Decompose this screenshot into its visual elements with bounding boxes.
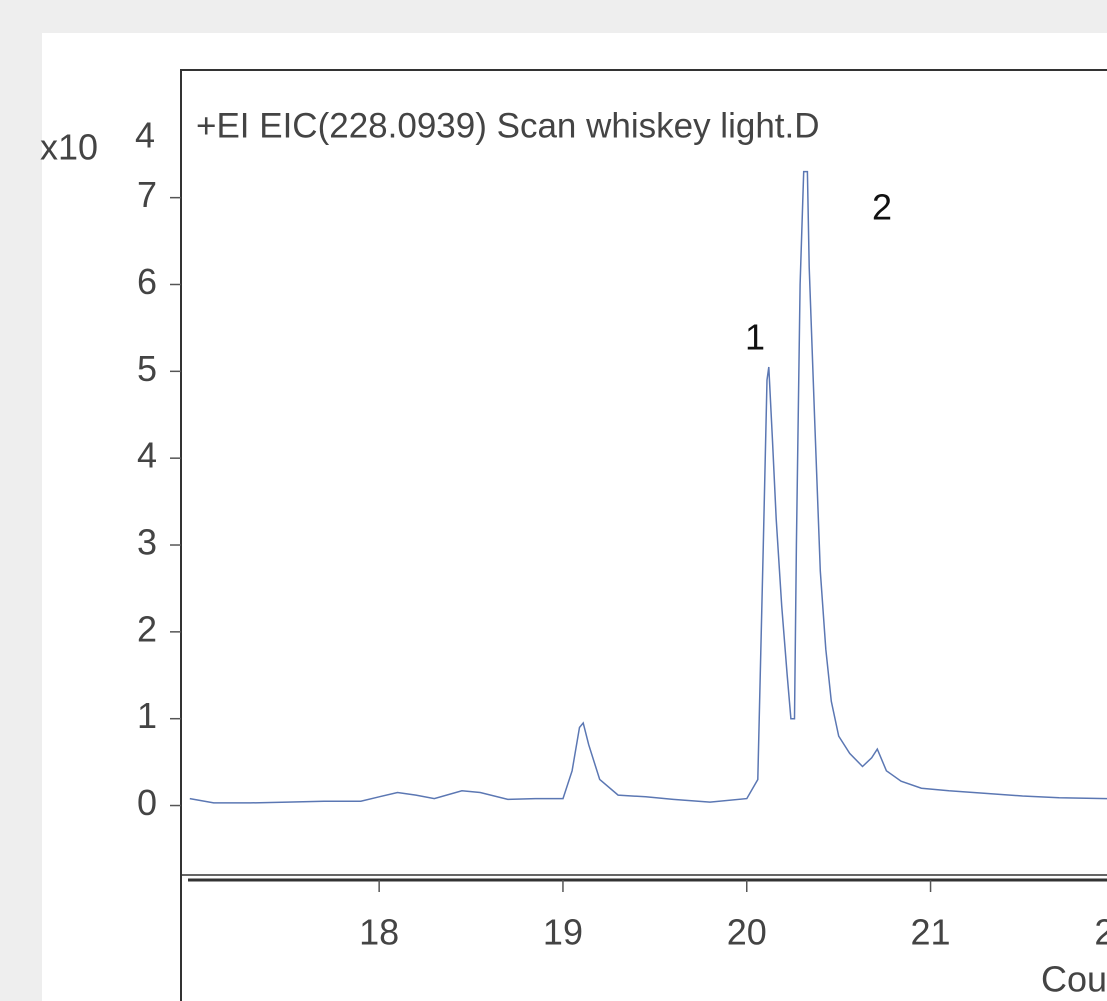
- x-tick-label: 20: [727, 912, 767, 953]
- y-tick-label: 5: [137, 348, 157, 389]
- y-tick-label: 3: [137, 522, 157, 563]
- annotation: 2: [872, 187, 892, 228]
- y-tick-label: 1: [137, 695, 157, 736]
- x-tick-label: 18: [359, 912, 399, 953]
- y-tick-label: 2: [137, 608, 157, 649]
- data-line: [189, 170, 1107, 804]
- panel: [42, 33, 1107, 1001]
- y-tick-label: 6: [137, 261, 157, 302]
- y-tick-label: 0: [137, 782, 157, 823]
- x-tick-label: 21: [911, 912, 951, 953]
- x-tick-label: 22: [1094, 912, 1107, 953]
- y-label: x10: [40, 127, 98, 168]
- y-exponent: 4: [135, 115, 155, 156]
- y-tick-label: 7: [137, 174, 157, 215]
- annotation: 1: [745, 317, 765, 358]
- x-label: Cou: [1041, 959, 1107, 1000]
- chart-title: +EI EIC(228.0939) Scan whiskey light.D: [196, 106, 820, 145]
- y-tick-label: 4: [137, 435, 157, 476]
- plot-frame: [180, 69, 1107, 1001]
- x-tick-label: 19: [543, 912, 583, 953]
